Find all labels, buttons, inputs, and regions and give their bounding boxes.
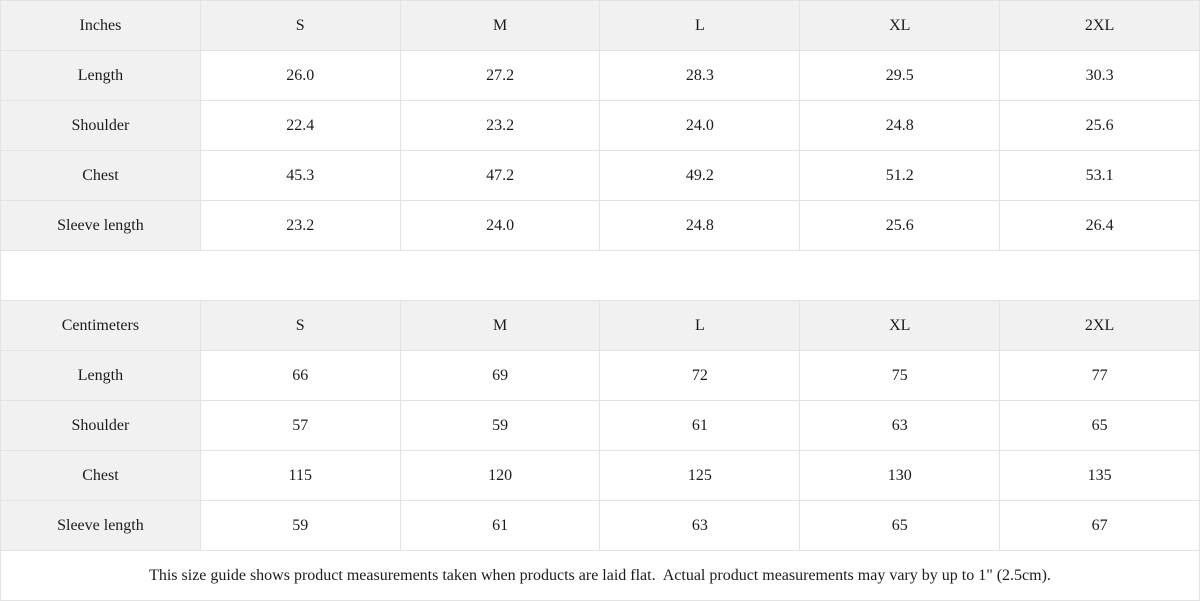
table-row: Chest 115 120 125 130 135	[0, 450, 1200, 501]
measurement-value: 24.0	[399, 200, 601, 251]
measurement-value: 24.0	[599, 100, 801, 151]
measurement-value: 63	[799, 400, 1001, 451]
measurement-value: 24.8	[799, 100, 1001, 151]
measurement-value: 57	[199, 400, 401, 451]
table-row: Shoulder 57 59 61 63 65	[0, 400, 1200, 451]
measurement-value: 115	[199, 450, 401, 501]
measurement-value: 135	[999, 450, 1200, 501]
measurement-value: 59	[199, 500, 401, 551]
measurement-value: 23.2	[199, 200, 401, 251]
measurement-value: 130	[799, 450, 1001, 501]
measurement-value: 75	[799, 350, 1001, 401]
measurement-label: Length	[0, 350, 201, 401]
measurement-value: 59	[399, 400, 601, 451]
measurement-value: 26.0	[199, 50, 401, 101]
measurement-value: 47.2	[399, 150, 601, 201]
measurement-value: 29.5	[799, 50, 1001, 101]
measurement-label: Sleeve length	[0, 200, 201, 251]
measurement-value: 45.3	[199, 150, 401, 201]
spacer	[0, 250, 1200, 301]
measurement-value: 61	[599, 400, 801, 451]
table-row: Chest 45.3 47.2 49.2 51.2 53.1	[0, 150, 1200, 201]
measurement-value: 23.2	[399, 100, 601, 151]
table-row: Sleeve length 59 61 63 65 67	[0, 500, 1200, 551]
footer-row: This size guide shows product measuremen…	[0, 550, 1200, 601]
size-header-xl: XL	[799, 300, 1001, 351]
size-header-m: M	[399, 300, 601, 351]
measurement-label: Sleeve length	[0, 500, 201, 551]
measurement-value: 61	[399, 500, 601, 551]
inches-header-row: Inches S M L XL 2XL	[0, 0, 1200, 51]
measurement-value: 28.3	[599, 50, 801, 101]
measurement-value: 49.2	[599, 150, 801, 201]
measurement-label: Shoulder	[0, 100, 201, 151]
measurement-value: 65	[999, 400, 1200, 451]
size-header-2xl: 2XL	[999, 0, 1200, 51]
size-header-s: S	[199, 300, 401, 351]
centimeters-header-row: Centimeters S M L XL 2XL	[0, 300, 1200, 351]
measurement-value: 53.1	[999, 150, 1200, 201]
measurement-value: 63	[599, 500, 801, 551]
measurement-value: 27.2	[399, 50, 601, 101]
centimeters-unit-header: Centimeters	[0, 300, 201, 351]
measurement-value: 69	[399, 350, 601, 401]
measurement-value: 120	[399, 450, 601, 501]
measurement-value: 25.6	[999, 100, 1200, 151]
measurement-value: 51.2	[799, 150, 1001, 201]
table-row: Shoulder 22.4 23.2 24.0 24.8 25.6	[0, 100, 1200, 151]
measurement-value: 125	[599, 450, 801, 501]
size-header-s: S	[199, 0, 401, 51]
spacer-row	[0, 250, 1200, 301]
measurement-value: 24.8	[599, 200, 801, 251]
measurement-value: 25.6	[799, 200, 1001, 251]
size-header-2xl: 2XL	[999, 300, 1200, 351]
measurement-value: 66	[199, 350, 401, 401]
measurement-label: Chest	[0, 450, 201, 501]
size-header-m: M	[399, 0, 601, 51]
size-header-l: L	[599, 300, 801, 351]
size-header-l: L	[599, 0, 801, 51]
measurement-value: 77	[999, 350, 1200, 401]
measurement-label: Shoulder	[0, 400, 201, 451]
measurement-value: 65	[799, 500, 1001, 551]
size-guide-note: This size guide shows product measuremen…	[0, 550, 1200, 601]
table-row: Length 66 69 72 75 77	[0, 350, 1200, 401]
measurement-value: 67	[999, 500, 1200, 551]
measurement-label: Chest	[0, 150, 201, 201]
inches-unit-header: Inches	[0, 0, 201, 51]
measurement-value: 22.4	[199, 100, 401, 151]
measurement-value: 72	[599, 350, 801, 401]
measurement-value: 26.4	[999, 200, 1200, 251]
size-header-xl: XL	[799, 0, 1001, 51]
measurement-value: 30.3	[999, 50, 1200, 101]
table-row: Length 26.0 27.2 28.3 29.5 30.3	[0, 50, 1200, 101]
table-row: Sleeve length 23.2 24.0 24.8 25.6 26.4	[0, 200, 1200, 251]
measurement-label: Length	[0, 50, 201, 101]
